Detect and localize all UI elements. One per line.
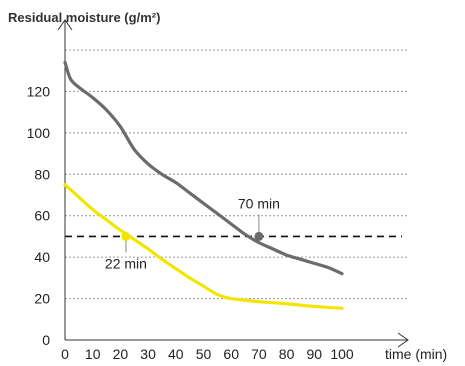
x-tick-label: 100 — [330, 346, 354, 362]
x-tick-label: 70 — [251, 346, 267, 362]
x-tick-label: 10 — [85, 346, 101, 362]
annotation-layer: 22 min 70 min — [105, 195, 280, 271]
y-axis-arrow — [57, 19, 73, 31]
annotation-marker — [254, 231, 264, 241]
x-axis-label: time (min) — [385, 346, 447, 362]
x-tick-label: 30 — [140, 346, 156, 362]
x-tick-label: 20 — [113, 346, 129, 362]
x-tick-label: 80 — [279, 346, 295, 362]
series-line-2 — [63, 183, 344, 310]
y-tick-label: 20 — [34, 291, 50, 307]
y-tick-label: 60 — [34, 208, 50, 224]
x-tick-label: 60 — [223, 346, 239, 362]
x-tick-label: 40 — [168, 346, 184, 362]
x-axis-arrow — [397, 332, 409, 348]
annotation-label: 22 min — [105, 255, 147, 271]
y-axis-label: Residual moisture (g/m²) — [8, 10, 160, 25]
x-tick-label: 90 — [307, 346, 323, 362]
series-line-1 — [63, 60, 344, 276]
series-layer — [63, 60, 344, 310]
y-tick-label: 100 — [27, 125, 51, 141]
annotation-marker — [121, 231, 131, 241]
ticks-layer: 0 20 40 60 80 100 120 0 10 20 30 40 50 60 70 80 90 100 — [27, 83, 354, 362]
gridlines — [65, 49, 408, 300]
x-tick-label: 0 — [61, 346, 69, 362]
annotation-label: 70 min — [238, 195, 280, 211]
axes — [57, 19, 409, 348]
y-tick-label: 40 — [34, 249, 50, 265]
x-tick-label: 50 — [196, 346, 212, 362]
y-tick-label: 120 — [27, 83, 51, 99]
y-tick-label: 80 — [34, 166, 50, 182]
y-tick-label: 0 — [42, 332, 50, 348]
